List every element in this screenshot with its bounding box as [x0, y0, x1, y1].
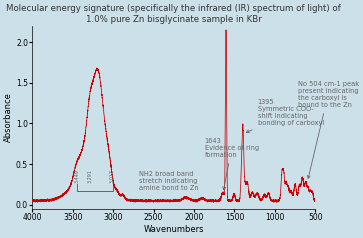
Title: Molecular energy signature (specifically the infrared (IR) spectrum of light) of: Molecular energy signature (specifically…	[7, 4, 341, 24]
Text: No 504 cm-1 peak
present indicating
the carboxyl is
bound to the Zn: No 504 cm-1 peak present indicating the …	[298, 81, 359, 178]
Y-axis label: Absorbance: Absorbance	[4, 92, 13, 142]
Text: 1395
Symmetric COO-
shift indicating
bonding of carboxyl: 1395 Symmetric COO- shift indicating bon…	[246, 99, 324, 133]
Text: 3,291: 3,291	[87, 169, 92, 183]
Text: NH2 broad band
stretch indicating
amine bond to Zn: NH2 broad band stretch indicating amine …	[139, 171, 199, 191]
X-axis label: Wavenumbers: Wavenumbers	[143, 225, 204, 234]
Text: 3,449: 3,449	[74, 169, 79, 183]
Text: 3,017: 3,017	[109, 169, 114, 183]
Text: 1643
Evidence of ring
formation: 1643 Evidence of ring formation	[205, 138, 259, 190]
